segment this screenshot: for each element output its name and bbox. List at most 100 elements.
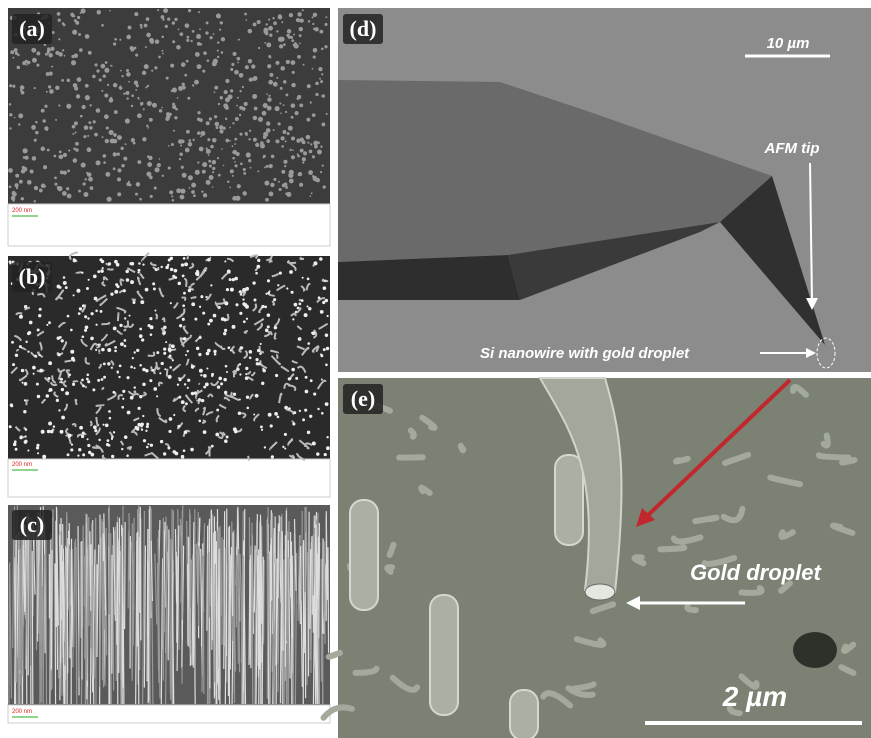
particle xyxy=(239,363,241,365)
particle xyxy=(282,446,284,448)
particle xyxy=(168,145,170,147)
particle xyxy=(229,127,231,129)
particle xyxy=(267,64,271,68)
particle xyxy=(58,104,60,106)
particle xyxy=(285,94,288,97)
particle xyxy=(46,324,48,326)
particle xyxy=(20,85,25,90)
nanowire xyxy=(168,529,169,660)
particle xyxy=(97,270,100,273)
particle xyxy=(230,169,234,173)
gold-droplet xyxy=(585,584,615,600)
particle xyxy=(171,143,174,146)
particle xyxy=(93,274,97,278)
particle xyxy=(212,138,217,143)
particle xyxy=(269,192,274,197)
particle xyxy=(201,190,203,192)
particle xyxy=(239,399,241,401)
particle xyxy=(240,346,243,349)
particle xyxy=(249,356,252,359)
panel-label: (a) xyxy=(19,16,45,41)
particle xyxy=(203,193,207,197)
particle xyxy=(26,64,28,66)
particle xyxy=(73,294,75,296)
particle xyxy=(187,36,190,39)
particle xyxy=(309,415,312,418)
particle xyxy=(94,429,97,432)
particle xyxy=(101,378,104,381)
particle xyxy=(92,388,95,391)
particle xyxy=(107,348,111,352)
nanowire xyxy=(310,549,311,629)
particle xyxy=(327,315,329,317)
particle xyxy=(79,307,82,310)
particle xyxy=(48,377,51,380)
particle xyxy=(168,258,171,261)
particle xyxy=(295,311,297,313)
particle xyxy=(82,304,85,307)
particle xyxy=(239,73,244,78)
wire xyxy=(93,447,100,448)
particle xyxy=(264,446,266,448)
particle xyxy=(305,376,308,379)
particle xyxy=(214,86,218,90)
particle xyxy=(82,431,85,434)
particle xyxy=(221,317,225,321)
particle xyxy=(255,394,259,398)
scale-label: 200 nm xyxy=(12,208,32,214)
particle xyxy=(174,116,177,119)
particle xyxy=(177,97,179,99)
particle xyxy=(249,350,253,354)
surface-wire xyxy=(819,455,849,457)
particle xyxy=(319,257,323,261)
particle xyxy=(267,97,271,101)
particle xyxy=(311,192,313,194)
particle xyxy=(48,53,52,57)
particle xyxy=(219,125,223,129)
particle xyxy=(196,270,199,273)
nanowire xyxy=(128,531,129,609)
particle xyxy=(214,353,217,356)
particle xyxy=(205,383,209,387)
particle xyxy=(34,200,36,202)
particle xyxy=(245,19,247,21)
particle xyxy=(183,449,186,452)
particle xyxy=(315,93,318,96)
particle xyxy=(24,435,26,437)
particle xyxy=(154,66,157,69)
particle xyxy=(300,18,304,22)
particle xyxy=(165,341,167,343)
particle xyxy=(128,81,130,83)
particle xyxy=(94,297,98,301)
particle xyxy=(196,34,201,39)
particle xyxy=(65,391,69,395)
particle xyxy=(19,180,23,184)
particle xyxy=(270,183,274,187)
particle xyxy=(240,162,243,165)
particle xyxy=(105,139,109,143)
particle xyxy=(231,63,234,66)
particle xyxy=(61,416,65,420)
particle xyxy=(266,43,271,48)
particle xyxy=(79,426,83,430)
particle xyxy=(245,65,249,69)
particle xyxy=(289,170,294,175)
particle xyxy=(226,435,229,438)
particle xyxy=(161,107,163,109)
particle xyxy=(238,411,242,415)
particle xyxy=(299,42,301,44)
nanowire xyxy=(224,511,225,669)
particle xyxy=(38,314,41,317)
particle xyxy=(220,382,223,385)
particle xyxy=(95,324,97,326)
particle xyxy=(253,298,256,301)
particle xyxy=(117,177,121,181)
particle xyxy=(320,145,322,147)
particle xyxy=(106,126,109,129)
particle xyxy=(321,73,323,75)
particle xyxy=(199,369,203,373)
particle xyxy=(120,70,122,72)
particle xyxy=(321,122,325,126)
particle xyxy=(70,448,73,451)
particle xyxy=(104,93,108,97)
